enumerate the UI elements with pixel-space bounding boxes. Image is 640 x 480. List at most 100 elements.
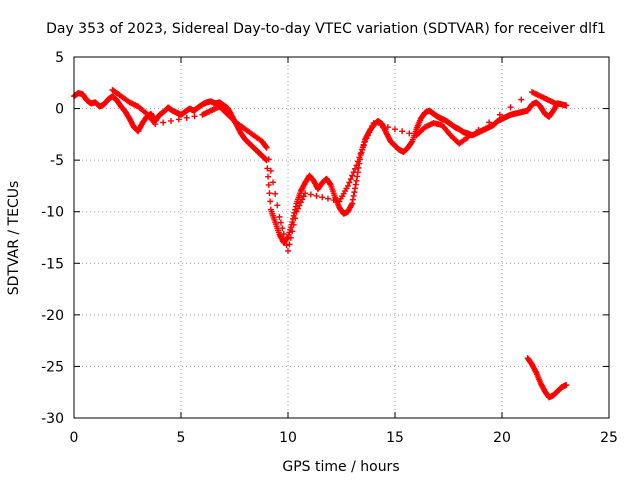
- data-point: [349, 196, 356, 203]
- data-point: [324, 195, 331, 202]
- data-point: [353, 177, 360, 184]
- y-axis-ticks: 5 0 -5 -10 -15 -20 -25 -30: [41, 50, 609, 427]
- data-point: [287, 234, 294, 241]
- data-point: [486, 119, 493, 126]
- data-point: [307, 191, 314, 198]
- data-point: [475, 126, 482, 133]
- data-point: [364, 132, 371, 139]
- data-point: [264, 165, 271, 172]
- data-point: [183, 114, 190, 121]
- data-point: [327, 180, 334, 187]
- data-point: [354, 158, 361, 165]
- plot-border: [73, 56, 610, 419]
- data-point: [496, 111, 503, 118]
- data-point: [350, 192, 357, 199]
- data-point: [265, 156, 272, 163]
- data-point: [330, 197, 337, 204]
- data-point: [384, 124, 391, 131]
- y-tick-label: -20: [41, 308, 64, 324]
- data-point: [377, 122, 384, 129]
- data-point: [191, 113, 198, 120]
- data-point: [362, 138, 369, 145]
- y-axis-label: SDTVAR / TECUs: [6, 181, 22, 296]
- data-point: [366, 129, 373, 136]
- x-tick-label: 0: [70, 430, 79, 446]
- data-point: [464, 134, 471, 141]
- data-point: [563, 381, 570, 388]
- data-point: [350, 169, 357, 176]
- data-point: [300, 193, 307, 200]
- data-point: [369, 123, 376, 130]
- data-point: [344, 182, 351, 189]
- data-point: [265, 181, 272, 188]
- series-offset: [524, 355, 570, 401]
- data-point: [283, 242, 290, 249]
- data-point: [346, 179, 353, 186]
- data-point: [272, 190, 279, 197]
- y-tick-label: -15: [41, 256, 64, 272]
- x-tick-label: 5: [177, 430, 186, 446]
- data-point: [399, 128, 406, 135]
- data-point: [263, 144, 270, 151]
- data-point: [277, 219, 284, 226]
- x-tick-label: 10: [279, 430, 297, 446]
- data-point: [352, 165, 359, 172]
- data-point: [290, 221, 297, 228]
- data-point: [282, 236, 289, 243]
- data-points: [71, 87, 570, 401]
- data-point: [286, 241, 293, 248]
- data-point: [554, 101, 561, 108]
- data-point: [160, 119, 167, 126]
- x-tick-label: 20: [493, 430, 511, 446]
- data-point: [349, 200, 356, 207]
- series-secondary: [109, 87, 561, 254]
- data-point: [392, 126, 398, 133]
- data-point: [351, 189, 358, 196]
- data-point: [313, 192, 320, 199]
- data-point: [349, 172, 356, 179]
- data-point: [406, 130, 413, 137]
- y-tick-label: -5: [50, 153, 64, 169]
- data-point: [296, 202, 303, 209]
- x-tick-label: 15: [386, 430, 404, 446]
- chart-title: Day 353 of 2023, Sidereal Day-to-day VTE…: [46, 21, 606, 37]
- data-point: [279, 225, 286, 232]
- data-point: [367, 126, 374, 133]
- data-point: [168, 117, 175, 124]
- data-point: [289, 228, 296, 235]
- data-point: [274, 202, 281, 209]
- data-point: [352, 185, 359, 192]
- data-point: [518, 96, 525, 103]
- data-point: [347, 176, 354, 183]
- data-point: [266, 190, 273, 197]
- data-point: [262, 143, 269, 150]
- data-point: [152, 121, 159, 128]
- data-point: [507, 104, 514, 111]
- data-point: [563, 102, 570, 109]
- data-point: [276, 213, 283, 220]
- x-axis-label: GPS time / hours: [282, 459, 399, 475]
- data-point: [267, 167, 274, 174]
- data-point: [293, 208, 300, 215]
- y-tick-label: 5: [55, 50, 64, 66]
- data-point: [363, 135, 370, 142]
- data-point: [285, 247, 291, 254]
- data-point: [356, 154, 363, 161]
- data-point: [267, 198, 274, 205]
- data-point: [370, 120, 377, 127]
- x-tick-label: 25: [600, 430, 618, 446]
- y-tick-label: -25: [41, 359, 64, 375]
- data-point: [294, 205, 301, 212]
- data-point: [360, 142, 367, 149]
- x-axis-ticks: 0 5 10 15 20 25: [70, 57, 618, 446]
- y-tick-label: 0: [55, 102, 64, 118]
- data-point: [353, 162, 360, 169]
- data-point: [297, 199, 304, 206]
- data-point: [354, 173, 361, 180]
- y-tick-label: -10: [41, 205, 64, 221]
- data-point: [357, 150, 364, 157]
- data-point: [292, 215, 299, 222]
- data-point: [270, 179, 277, 186]
- data-point: [299, 196, 306, 203]
